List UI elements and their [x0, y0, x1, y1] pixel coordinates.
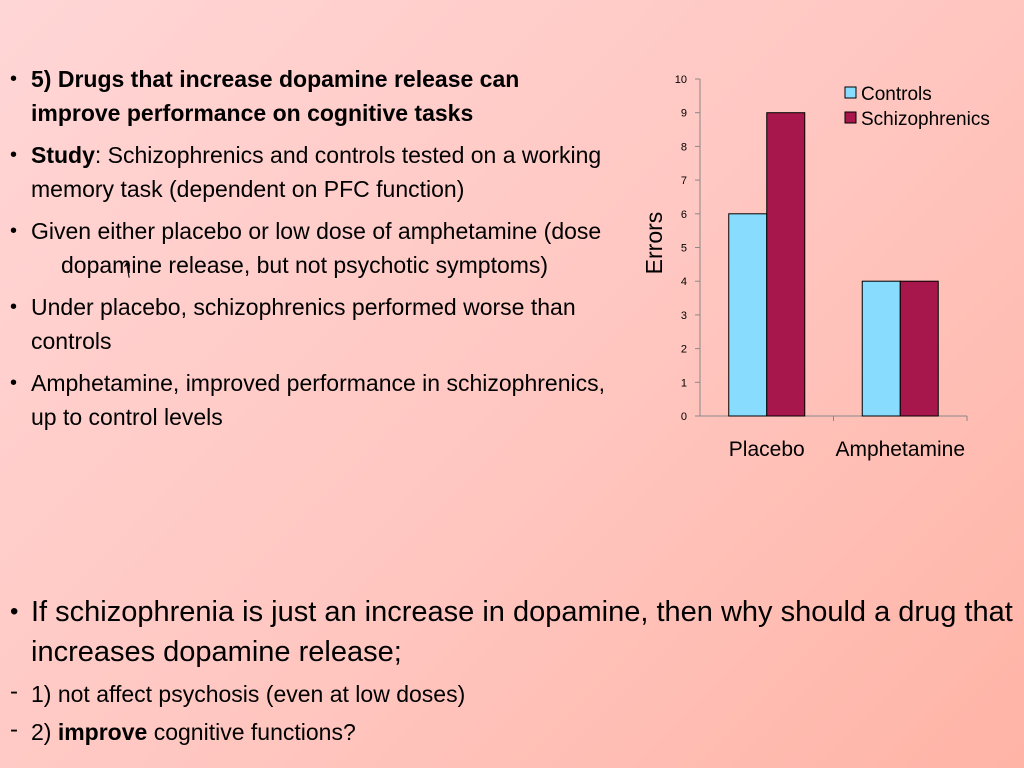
bullet-dot: • — [10, 598, 19, 625]
y-tick-label: 3 — [681, 310, 687, 322]
y-tick-label: 8 — [681, 141, 687, 153]
bullet-item: • Given either placebo or low dose of am… — [10, 214, 610, 284]
sub-text: 2) — [31, 719, 58, 745]
bullet-item: • Under placebo, schizophrenics performe… — [10, 290, 610, 358]
dash-marker: - — [10, 678, 18, 705]
sub-item: - 1) not affect psychosis (even at low d… — [10, 678, 1020, 710]
dose-text-rest: dopamine release, but not psychotic symp… — [61, 252, 549, 278]
y-tick-label: 6 — [681, 209, 687, 221]
y-tick-label: 2 — [681, 344, 687, 356]
bar — [899, 280, 939, 417]
legend-swatch — [844, 86, 857, 99]
question-block: • If schizophrenia is just an increase i… — [10, 592, 1020, 748]
y-axis-label: Errors — [641, 212, 667, 275]
bullet-item: • Study: Schizophrenics and controls tes… — [10, 138, 610, 206]
y-tick-label: 10 — [675, 74, 687, 86]
study-label: Study — [31, 142, 95, 168]
bullet-dot: • — [10, 68, 18, 90]
sub-item: - 2) improve cognitive functions? — [10, 716, 1020, 748]
bullet-dot: • — [10, 220, 18, 242]
dash-marker: - — [10, 716, 18, 743]
bar — [861, 280, 901, 417]
dose-text: Given either placebo or low dose of amph… — [31, 218, 602, 244]
bullet-text: Amphetamine, improved performance in sch… — [31, 370, 605, 430]
sub-text: 1) not affect psychosis (even at low dos… — [31, 681, 466, 707]
y-tick-label: 0 — [681, 411, 687, 423]
legend-label: Schizophrenics — [861, 109, 990, 130]
bullet-text: Under placebo, schizophrenics performed … — [31, 294, 576, 354]
bullet-dot: • — [10, 144, 18, 166]
legend-swatch — [844, 111, 857, 124]
bullet-heading: 5) Drugs that increase dopamine release … — [31, 66, 520, 126]
bar — [728, 213, 768, 417]
study-text: : Schizophrenics and controls tested on … — [31, 142, 602, 202]
legend-label: Controls — [861, 84, 932, 105]
x-tick-label: Placebo — [729, 438, 805, 461]
y-tick-label: 5 — [681, 243, 687, 255]
x-tick-label: Amphetamine — [835, 438, 965, 461]
question-item: • If schizophrenia is just an increase i… — [10, 592, 1020, 672]
y-tick-label: 7 — [681, 175, 687, 187]
sub-text-bold: improve — [57, 719, 148, 745]
y-tick-label: 1 — [681, 377, 687, 389]
y-tick-label: 4 — [681, 276, 687, 288]
bar — [766, 112, 806, 417]
sub-text: cognitive functions? — [147, 719, 356, 745]
question-text: If schizophrenia is just an increase in … — [31, 596, 1013, 668]
bullet-item: • Amphetamine, improved performance in s… — [10, 366, 610, 434]
y-tick-label: 9 — [681, 108, 687, 120]
bullet-dot: • — [10, 296, 18, 318]
bullet-dot: • — [10, 372, 18, 394]
bullet-item: • 5) Drugs that increase dopamine releas… — [10, 62, 610, 130]
bullet-list: • 5) Drugs that increase dopamine releas… — [10, 62, 610, 442]
